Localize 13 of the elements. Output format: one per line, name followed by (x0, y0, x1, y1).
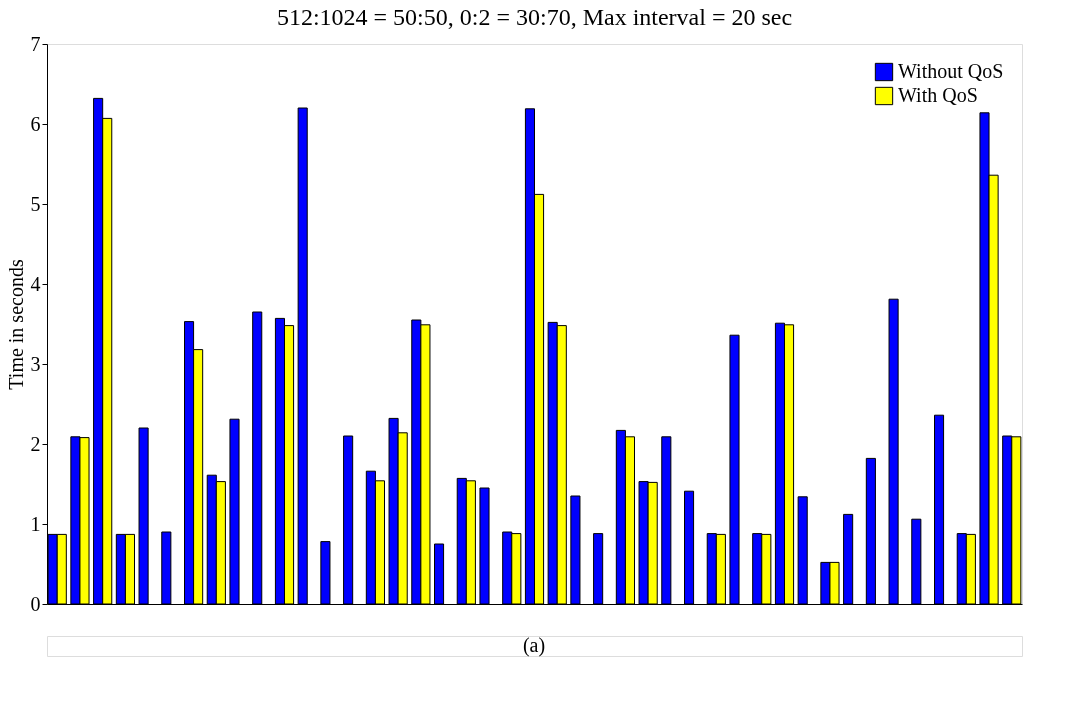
y-tick-label: 6 (30, 112, 41, 135)
text: (a) (522, 634, 546, 657)
legend-label: With QoS (898, 84, 978, 106)
y-tick-label: 0 (30, 592, 41, 615)
y-tick-label: 4 (30, 272, 41, 295)
y-tick-label: 1 (30, 512, 41, 535)
y-tick-label: 5 (30, 192, 41, 215)
legend-label: Without QoS (898, 60, 1004, 82)
y-tick-label: 3 (30, 352, 41, 375)
y-tick-label: 7 (30, 32, 41, 55)
y-tick-label: 2 (30, 432, 41, 455)
chart-title: 512:1024 = 50:50, 0:2 = 30:70, Max interval = 20 sec (276, 4, 793, 30)
y-axis-title: Time in seconds (4, 259, 27, 390)
